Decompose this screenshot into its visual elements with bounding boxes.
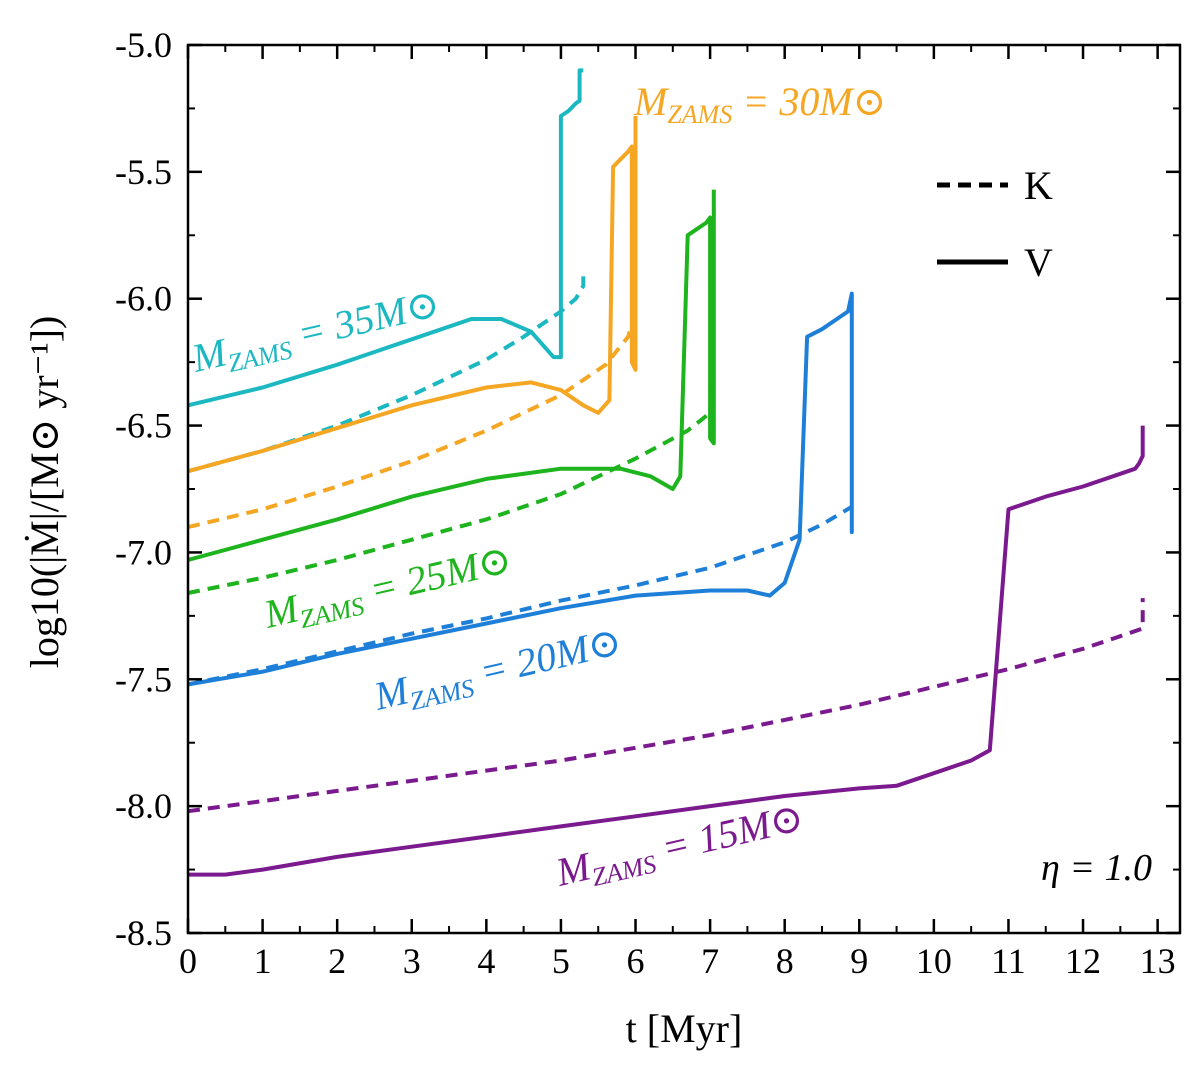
legend-v-label: V xyxy=(1024,240,1053,285)
y-tick-label-0: -8.5 xyxy=(115,913,172,953)
x-tick-label-7: 7 xyxy=(701,941,719,981)
y-tick-label-4: -6.5 xyxy=(115,406,172,446)
y-tick-label-6: -5.5 xyxy=(115,152,172,192)
x-tick-label-4: 4 xyxy=(477,941,495,981)
x-tick-label-11: 11 xyxy=(991,941,1026,981)
legend-k-label: K xyxy=(1024,163,1053,208)
x-tick-label-0: 0 xyxy=(179,941,197,981)
x-tick-label-6: 6 xyxy=(627,941,645,981)
x-tick-label-3: 3 xyxy=(403,941,421,981)
series-layer xyxy=(187,68,1145,877)
eta-annotation: η = 1.0 xyxy=(1041,847,1152,889)
x-tick-label-5: 5 xyxy=(552,941,570,981)
x-tick-label-1: 1 xyxy=(254,941,272,981)
series-line-8 xyxy=(188,425,1145,877)
x-axis-title: t [Myr] xyxy=(626,1006,743,1051)
y-tick-label-2: -7.5 xyxy=(115,659,172,699)
x-tick-label-9: 9 xyxy=(850,941,868,981)
y-tick-label-3: -7.0 xyxy=(115,532,172,572)
y-tick-label-1: -8.0 xyxy=(115,786,172,826)
x-tick-label-13: 13 xyxy=(1140,941,1176,981)
series-line-1 xyxy=(187,273,586,474)
y-tick-label-7: -5.0 xyxy=(115,25,172,65)
x-tick-label-2: 2 xyxy=(328,941,346,981)
series-line-3 xyxy=(187,310,638,530)
series-line-4 xyxy=(187,189,716,562)
legend: K V xyxy=(937,163,1053,285)
series-line-9 xyxy=(187,598,1145,814)
series-line-5 xyxy=(187,382,716,595)
x-tick-label-8: 8 xyxy=(776,941,794,981)
label-30: MZAMS = 30M⊙ xyxy=(633,79,886,129)
series-line-6 xyxy=(187,291,854,687)
series-line-0 xyxy=(187,68,584,408)
series-line-7 xyxy=(187,505,853,687)
y-tick-label-5: -6.0 xyxy=(115,279,172,319)
y-axis-title: log10(|Ṁ|/[M⊙ yr⁻¹]) xyxy=(22,316,67,669)
x-tick-label-10: 10 xyxy=(916,941,952,981)
ticks-layer: 0 1 2 3 4 5 6 7 8 9 10 11 12 13-8.5-8.0-7.5-7.0-6.5-6… xyxy=(115,25,1180,981)
series-line-2 xyxy=(187,116,638,474)
label-30-text: MZAMS = 30M⊙ xyxy=(633,79,886,129)
x-tick-label-12: 12 xyxy=(1065,941,1101,981)
